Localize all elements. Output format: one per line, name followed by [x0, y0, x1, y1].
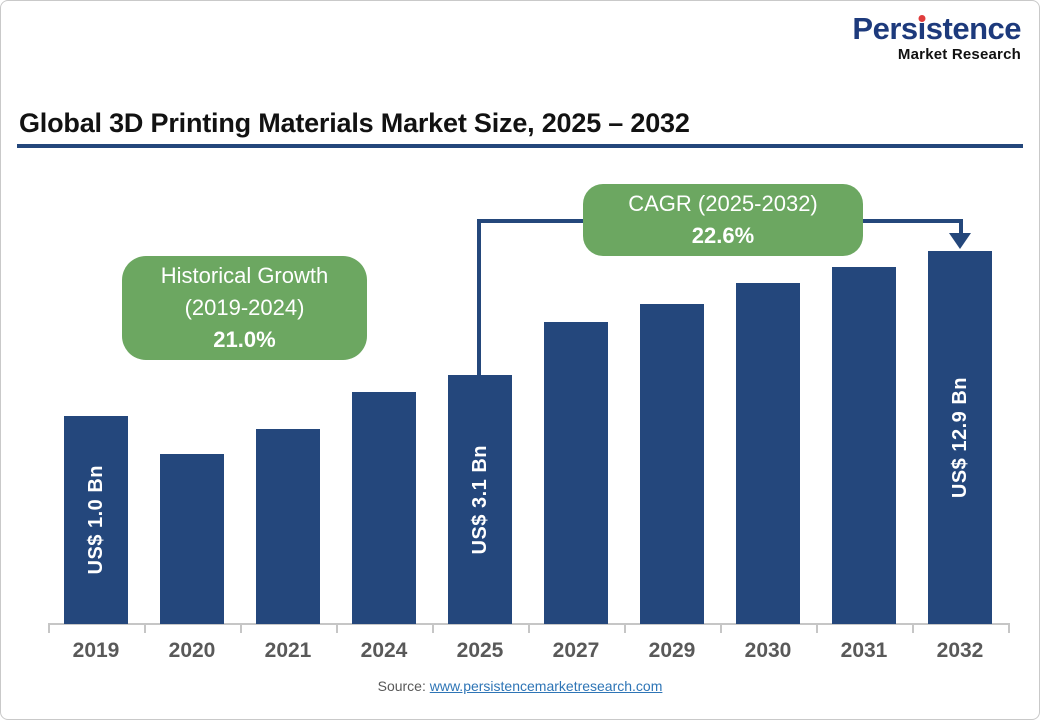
x-tick-label-2020: 2020 — [168, 639, 216, 662]
cagr-line1: CAGR (2025-2032) — [628, 191, 818, 216]
x-axis-tick — [816, 623, 818, 633]
historical-growth-value: 21.0% — [213, 327, 276, 352]
x-axis-tick — [624, 623, 626, 633]
bar-2029 — [640, 304, 704, 624]
x-tick-label-2024: 2024 — [360, 639, 408, 662]
bar-2025: US$ 3.1 Bn — [448, 375, 512, 624]
x-tick-label-2019: 2019 — [72, 639, 120, 662]
page-title: Global 3D Printing Materials Market Size… — [19, 108, 690, 138]
x-axis-tick — [720, 623, 722, 633]
x-axis-tick — [1008, 623, 1010, 633]
x-axis-tick — [336, 623, 338, 633]
bar-2030 — [736, 283, 800, 624]
bar-2019: US$ 1.0 Bn — [64, 416, 128, 624]
bar-value-label-2019: US$ 1.0 Bn — [84, 465, 107, 575]
title-underline — [17, 144, 1023, 148]
x-tick-label-2032: 2032 — [936, 639, 984, 662]
x-tick-label-2029: 2029 — [648, 639, 696, 662]
x-tick-label-2030: 2030 — [744, 639, 792, 662]
historical-growth-callout: Historical Growth (2019-2024) 21.0% — [122, 256, 367, 360]
cagr-callout: CAGR (2025-2032) 22.6% — [583, 184, 863, 256]
historical-growth-line2: (2019-2024) — [184, 295, 305, 320]
bar-2020 — [160, 454, 224, 624]
historical-growth-line1: Historical Growth — [160, 263, 329, 288]
bar-2024 — [352, 392, 416, 624]
brand-logo-wordmark: Persi stence — [852, 11, 1021, 46]
x-tick-label-2025: 2025 — [456, 639, 504, 662]
x-axis-tick — [432, 623, 434, 633]
bar-2032: US$ 12.9 Bn — [928, 251, 992, 624]
x-axis-tick — [528, 623, 530, 633]
arrow-down-icon — [949, 233, 971, 249]
brand-logo-subtitle: Market Research — [897, 45, 1021, 63]
bar-2031 — [832, 267, 896, 624]
source-line: Source: www.persistencemarketresearch.co… — [1, 678, 1039, 694]
bracket-vertical-2025 — [477, 219, 481, 377]
logo-red-dot-icon — [918, 15, 926, 22]
x-axis-tick — [144, 623, 146, 633]
x-tick-label-2031: 2031 — [840, 639, 888, 662]
brand-logo: Persi stence Market Research — [852, 11, 1021, 63]
x-axis-tick — [912, 623, 914, 633]
cagr-value: 22.6% — [691, 223, 755, 248]
x-axis-tick — [48, 623, 50, 633]
x-axis-tick — [240, 623, 242, 633]
source-label: Source: — [377, 678, 426, 694]
bracket-vertical-2032 — [959, 219, 963, 234]
bar-2021 — [256, 429, 320, 624]
bar-2027 — [544, 322, 608, 624]
source-link[interactable]: www.persistencemarketresearch.com — [429, 678, 663, 694]
bar-value-label-2025: US$ 3.1 Bn — [468, 444, 491, 555]
x-tick-label-2021: 2021 — [264, 639, 312, 662]
x-tick-label-2027: 2027 — [552, 639, 600, 662]
bar-value-label-2032: US$ 12.9 Bn — [948, 376, 971, 499]
